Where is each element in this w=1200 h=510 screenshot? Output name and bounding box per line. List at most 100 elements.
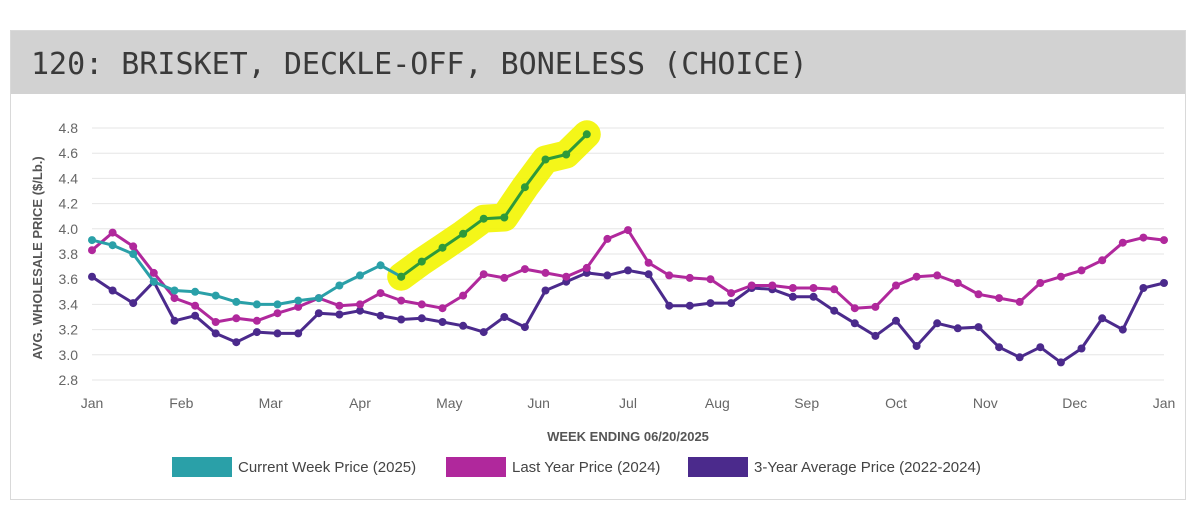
data-point [294,302,303,311]
data-point [912,272,921,281]
data-point [88,236,96,245]
chart-legend: Current Week Price (2025) Last Year Pric… [172,457,981,477]
data-point [871,331,880,340]
data-point [644,258,653,267]
data-point [850,304,859,313]
data-point [830,306,839,315]
series-line-3 [91,268,1165,364]
data-point [685,301,694,310]
data-point [149,277,158,286]
data-point [335,310,344,319]
y-axis-title: AVG. WHOLESALE PRICE ($/Lb.) [30,156,45,359]
data-point [1036,279,1045,287]
data-point [273,300,282,309]
data-point [129,250,138,258]
data-point [479,214,488,223]
data-point [892,316,900,325]
y-tick-label: 4.6 [59,145,79,161]
y-tick-label: 3.4 [59,296,79,312]
data-point [1015,297,1024,306]
series-line-2 [91,228,1165,324]
x-tick-label: Mar [259,395,283,411]
data-point [129,299,138,308]
data-point [252,300,261,309]
data-point [129,242,138,251]
y-tick-label: 4.4 [59,170,79,186]
data-point [644,270,653,279]
legend-label-current[interactable]: Current Week Price (2025) [238,459,416,476]
chart-card: 120: BRISKET, DECKLE-OFF, BONELESS (CHOI… [10,30,1186,500]
data-point [541,268,550,277]
data-point [830,285,839,294]
data-point [149,268,158,277]
data-point [479,270,488,279]
data-point [335,301,344,310]
data-point [1056,272,1065,281]
x-tick-label: Dec [1062,395,1087,411]
data-point [1160,236,1168,245]
data-point [582,130,591,139]
legend-swatch-last-year[interactable] [446,457,506,477]
data-point [273,309,282,318]
data-point [562,150,571,159]
x-tick-label: Sep [794,395,819,411]
y-tick-label: 2.8 [59,372,79,388]
data-point [314,294,323,303]
data-point [252,316,261,325]
data-point [314,309,323,318]
data-point [356,306,364,315]
data-point [1118,238,1127,247]
legend-label-3yr-avg[interactable]: 3-Year Average Price (2022-2024) [754,459,981,476]
data-point [727,289,736,298]
data-point [706,275,715,284]
data-point [1139,284,1148,292]
y-axis-ticks: 2.8 3.0 3.2 3.4 3.6 3.8 4.0 4.2 4.4 4.6 4.8 [59,120,79,388]
y-tick-label: 3.6 [59,271,79,287]
data-point [170,294,179,303]
data-point [294,329,303,338]
y-tick-label: 3.0 [59,347,79,363]
data-point [541,155,550,164]
data-point [1036,343,1045,352]
grid-lines [92,127,1164,381]
data-point [479,328,488,337]
data-point [417,257,426,266]
data-point [252,328,261,337]
y-tick-label: 4.8 [59,120,79,136]
x-tick-label: Jan [81,395,104,411]
data-point [191,301,200,310]
data-point [995,343,1004,352]
data-point [520,323,529,332]
x-tick-label: Jul [619,395,637,411]
data-point [356,271,364,280]
data-point [108,286,117,295]
data-point [500,273,509,282]
data-point [974,290,983,299]
data-point [397,296,406,305]
data-point [1098,314,1107,323]
data-point [1160,279,1168,287]
data-point [603,234,612,243]
data-point [788,292,797,301]
data-point [459,291,468,300]
data-point [892,281,900,290]
data-point [397,315,406,324]
data-point [211,329,220,338]
data-point [665,301,674,310]
data-point [871,302,880,311]
legend-label-last-year[interactable]: Last Year Price (2024) [512,459,660,476]
data-point [232,297,241,306]
y-tick-label: 3.8 [59,246,79,262]
data-point [706,299,715,308]
legend-swatch-current[interactable] [172,457,232,477]
data-point [953,324,962,333]
data-point [1077,344,1086,353]
data-point [108,228,117,237]
data-point [376,261,385,270]
data-point [768,281,777,290]
data-point [850,319,859,328]
data-point [459,229,468,238]
data-point [438,243,447,252]
legend-swatch-3yr-avg[interactable] [688,457,748,477]
x-axis-title: WEEK ENDING 06/20/2025 [547,429,709,444]
